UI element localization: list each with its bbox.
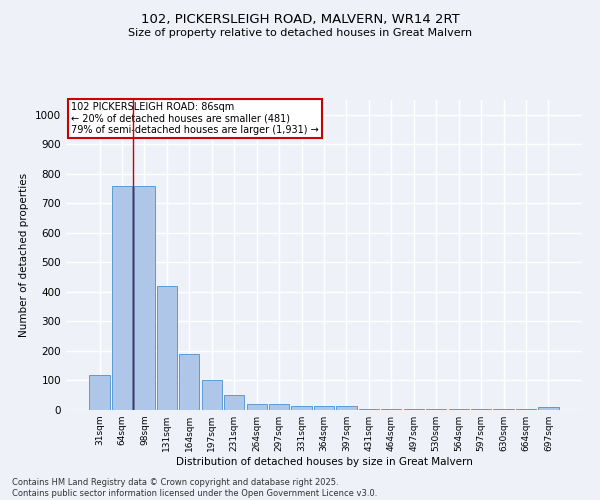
Bar xyxy=(538,407,559,410)
Bar xyxy=(179,354,199,410)
Text: Size of property relative to detached houses in Great Malvern: Size of property relative to detached ho… xyxy=(128,28,472,38)
Bar xyxy=(247,404,267,410)
Bar xyxy=(314,406,334,410)
Y-axis label: Number of detached properties: Number of detached properties xyxy=(19,173,29,337)
Bar xyxy=(202,380,222,410)
X-axis label: Distribution of detached houses by size in Great Malvern: Distribution of detached houses by size … xyxy=(176,457,472,467)
Bar xyxy=(112,186,132,410)
Text: 102, PICKERSLEIGH ROAD, MALVERN, WR14 2RT: 102, PICKERSLEIGH ROAD, MALVERN, WR14 2R… xyxy=(140,12,460,26)
Bar xyxy=(224,395,244,410)
Bar xyxy=(337,406,356,410)
Text: Contains HM Land Registry data © Crown copyright and database right 2025.
Contai: Contains HM Land Registry data © Crown c… xyxy=(12,478,377,498)
Bar xyxy=(292,406,311,410)
Bar xyxy=(157,286,177,410)
Bar xyxy=(269,404,289,410)
Bar xyxy=(134,186,155,410)
Text: 102 PICKERSLEIGH ROAD: 86sqm
← 20% of detached houses are smaller (481)
79% of s: 102 PICKERSLEIGH ROAD: 86sqm ← 20% of de… xyxy=(71,102,319,134)
Bar xyxy=(89,374,110,410)
